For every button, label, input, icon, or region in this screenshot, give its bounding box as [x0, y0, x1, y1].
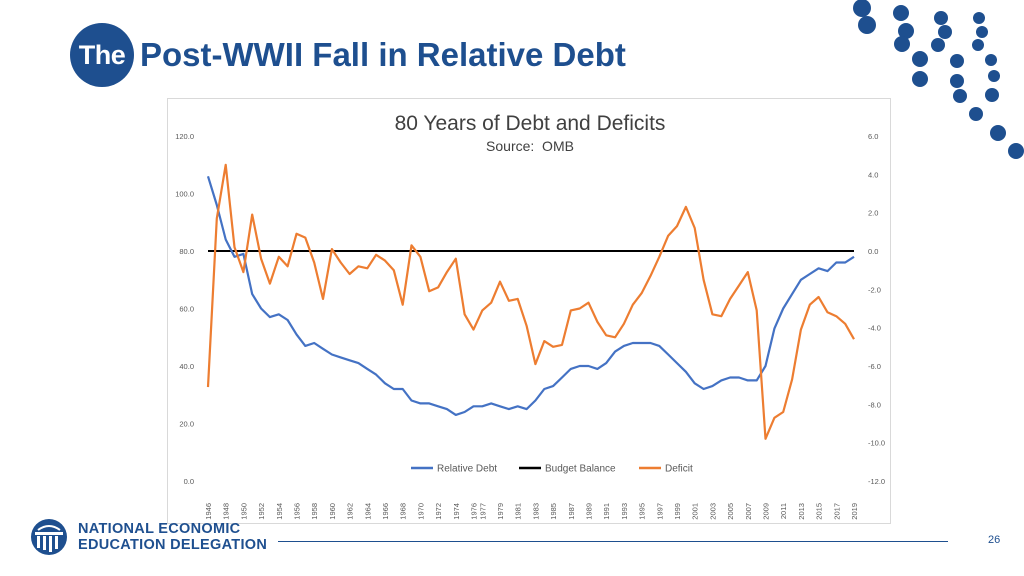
- x-tick-label: 2009: [762, 503, 771, 520]
- x-tick-label: 1946: [204, 503, 213, 520]
- x-tick-label: 2007: [744, 503, 753, 520]
- right-tick-label: -2.0: [868, 285, 881, 294]
- left-tick-label: 40.0: [179, 362, 194, 371]
- x-tick-label: 1987: [567, 503, 576, 520]
- decorative-dot: [853, 0, 871, 17]
- decorative-dot: [898, 23, 914, 39]
- slide-title: Post-WWII Fall in Relative Debt: [140, 36, 626, 73]
- legend-label: Deficit: [665, 464, 693, 475]
- right-tick-label: 0.0: [868, 247, 878, 256]
- x-tick-label: 2011: [779, 503, 788, 519]
- logo-mark-icon: [31, 519, 67, 555]
- decorative-dot: [950, 54, 964, 68]
- legend-label: Relative Debt: [437, 464, 497, 475]
- decorative-dot: [934, 11, 948, 25]
- x-tick-label: 1962: [346, 503, 355, 520]
- x-tick-label: 1976: [469, 503, 478, 520]
- right-tick-label: 2.0: [868, 209, 878, 218]
- decorative-dot: [990, 125, 1006, 141]
- legend-label: Budget Balance: [545, 464, 616, 475]
- decorative-dots: [853, 0, 1024, 159]
- decorative-dot: [931, 38, 945, 52]
- x-tick-label: 1956: [292, 503, 301, 520]
- decorative-dot: [985, 88, 999, 102]
- right-tick-label: -10.0: [868, 439, 885, 448]
- x-tick-label: 1952: [257, 503, 266, 520]
- x-tick-label: 1997: [655, 503, 664, 520]
- right-tick-label: -6.0: [868, 362, 881, 371]
- x-tick-label: 2015: [815, 503, 824, 520]
- decorative-dot: [972, 39, 984, 51]
- x-tick-label: 2005: [726, 503, 735, 520]
- title-area: The Post-WWII Fall in Relative Debt: [70, 20, 626, 90]
- x-tick-label: 2017: [832, 503, 841, 520]
- x-tick-label: 1983: [531, 503, 540, 520]
- x-tick-label: 1958: [310, 503, 319, 520]
- page-number: 26: [988, 534, 1001, 546]
- right-tick-label: -8.0: [868, 400, 881, 409]
- decorative-dot: [912, 51, 928, 67]
- x-tick-label: 1977: [478, 503, 487, 520]
- decorative-dot: [912, 71, 928, 87]
- decorative-dot: [950, 74, 964, 88]
- decorative-dot: [976, 26, 988, 38]
- decorative-dot: [953, 89, 967, 103]
- x-tick-label: 1966: [381, 503, 390, 520]
- decorative-dot: [988, 70, 1000, 82]
- decorative-dot: [973, 12, 985, 24]
- right-tick-label: 4.0: [868, 170, 878, 179]
- x-tick-label: 2013: [797, 503, 806, 520]
- right-tick-label: 6.0: [868, 132, 878, 141]
- chart-container: 80 Years of Debt and Deficits Source: OM…: [167, 98, 891, 524]
- x-tick-label: 1948: [222, 503, 231, 520]
- logo: NATIONAL ECONOMIC EDUCATION DELEGATION: [28, 518, 267, 556]
- x-tick-label: 2019: [850, 503, 859, 520]
- x-tick-label: 1968: [399, 503, 408, 520]
- x-tick-label: 1989: [585, 503, 594, 520]
- right-tick-label: -12.0: [868, 477, 885, 486]
- decorative-dot: [985, 54, 997, 66]
- chart-title: 80 Years of Debt and Deficits: [395, 112, 666, 135]
- decorative-dot: [894, 36, 910, 52]
- left-tick-label: 100.0: [175, 190, 194, 199]
- x-tick-label: 1991: [602, 503, 611, 520]
- left-tick-label: 60.0: [179, 305, 194, 314]
- the-badge: The: [70, 23, 134, 87]
- right-tick-label: -4.0: [868, 324, 881, 333]
- chart-subtitle: Source: OMB: [486, 138, 574, 154]
- x-tick-label: 1950: [239, 503, 248, 520]
- x-tick-label: 1972: [434, 503, 443, 520]
- left-tick-label: 0.0: [184, 477, 194, 486]
- logo-line-1: NATIONAL ECONOMIC: [78, 521, 241, 537]
- left-tick-label: 80.0: [179, 247, 194, 256]
- x-tick-label: 1999: [673, 503, 682, 520]
- decorative-dot: [858, 16, 876, 34]
- x-tick-label: 2003: [708, 503, 717, 520]
- x-tick-label: 1981: [514, 503, 523, 520]
- left-tick-label: 20.0: [179, 420, 194, 429]
- series-line-relative-debt: [206, 175, 855, 416]
- decorative-dot: [938, 25, 952, 39]
- decorative-dot: [893, 5, 909, 21]
- x-tick-label: 1985: [549, 503, 558, 520]
- x-tick-label: 1964: [363, 503, 372, 520]
- decorative-dot: [969, 107, 983, 121]
- decorative-dot: [1008, 143, 1024, 159]
- x-tick-label: 2001: [691, 503, 700, 520]
- x-tick-label: 1993: [620, 503, 629, 520]
- logo-line-2: EDUCATION DELEGATION: [78, 537, 268, 553]
- x-tick-label: 1979: [496, 503, 505, 520]
- footer-rule: [278, 541, 948, 542]
- series-line-deficit: [206, 163, 855, 440]
- debt-deficit-chart: 80 Years of Debt and Deficits Source: OM…: [175, 112, 885, 520]
- x-tick-label: 1960: [328, 503, 337, 520]
- left-tick-label: 120.0: [175, 132, 194, 141]
- x-tick-label: 1995: [638, 503, 647, 520]
- x-tick-label: 1970: [416, 503, 425, 520]
- x-tick-label: 1974: [452, 503, 461, 520]
- x-tick-label: 1954: [275, 503, 284, 520]
